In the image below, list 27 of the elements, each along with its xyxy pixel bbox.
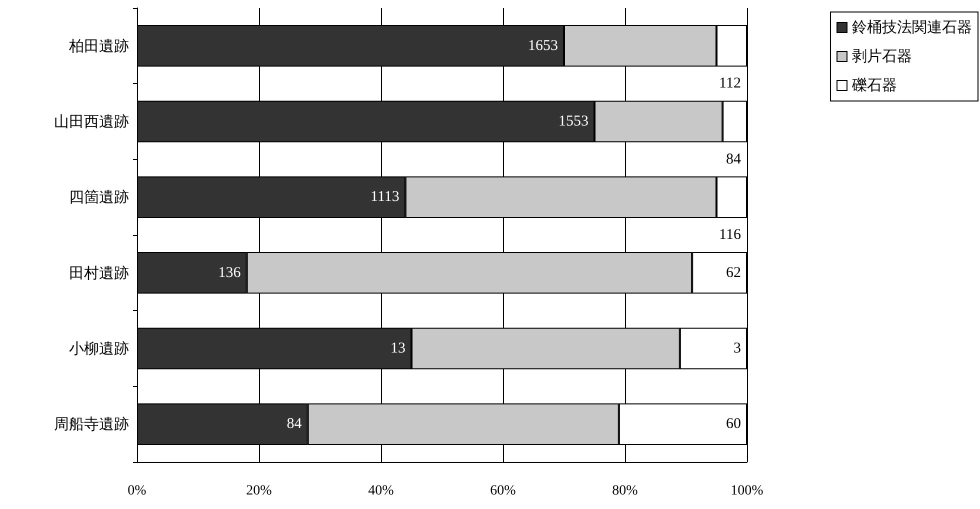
- x-tick-label: 60%: [490, 484, 516, 498]
- annotation: 84: [726, 151, 742, 168]
- legend-label: 礫石器: [851, 77, 897, 94]
- y-tick-label: 山田西遺跡: [54, 112, 129, 130]
- x-tick-label: 100%: [730, 484, 764, 498]
- annotation: 1553: [558, 114, 588, 130]
- x-tick-label: 80%: [612, 484, 638, 498]
- x-tick-label: 0%: [128, 484, 147, 498]
- annotation: 1653: [528, 38, 558, 54]
- annotation: 60: [726, 416, 741, 432]
- x-tick-label: 20%: [246, 484, 272, 498]
- annotation: 62: [726, 264, 741, 281]
- x-tick-label: 40%: [368, 484, 394, 498]
- y-tick-label: 田村遺跡: [69, 264, 129, 282]
- y-tick-label: 周船寺遺跡: [54, 415, 129, 434]
- annotation: 116: [719, 227, 742, 243]
- annotation: 3: [734, 340, 741, 356]
- legend-label: 鈴桶技法関連石器: [852, 19, 972, 36]
- annotation: 136: [218, 264, 242, 281]
- y-tick-label: 柏田遺跡: [68, 36, 129, 55]
- legend-label: 剥片石器: [852, 48, 912, 65]
- annotation: 84: [286, 416, 302, 432]
- y-tick-label: 四箇遺跡: [69, 188, 129, 206]
- annotation: 1113: [370, 189, 400, 206]
- y-tick-label: 小柳遺跡: [69, 340, 129, 358]
- annotation: 112: [719, 76, 741, 92]
- annotation: 13: [390, 340, 406, 356]
